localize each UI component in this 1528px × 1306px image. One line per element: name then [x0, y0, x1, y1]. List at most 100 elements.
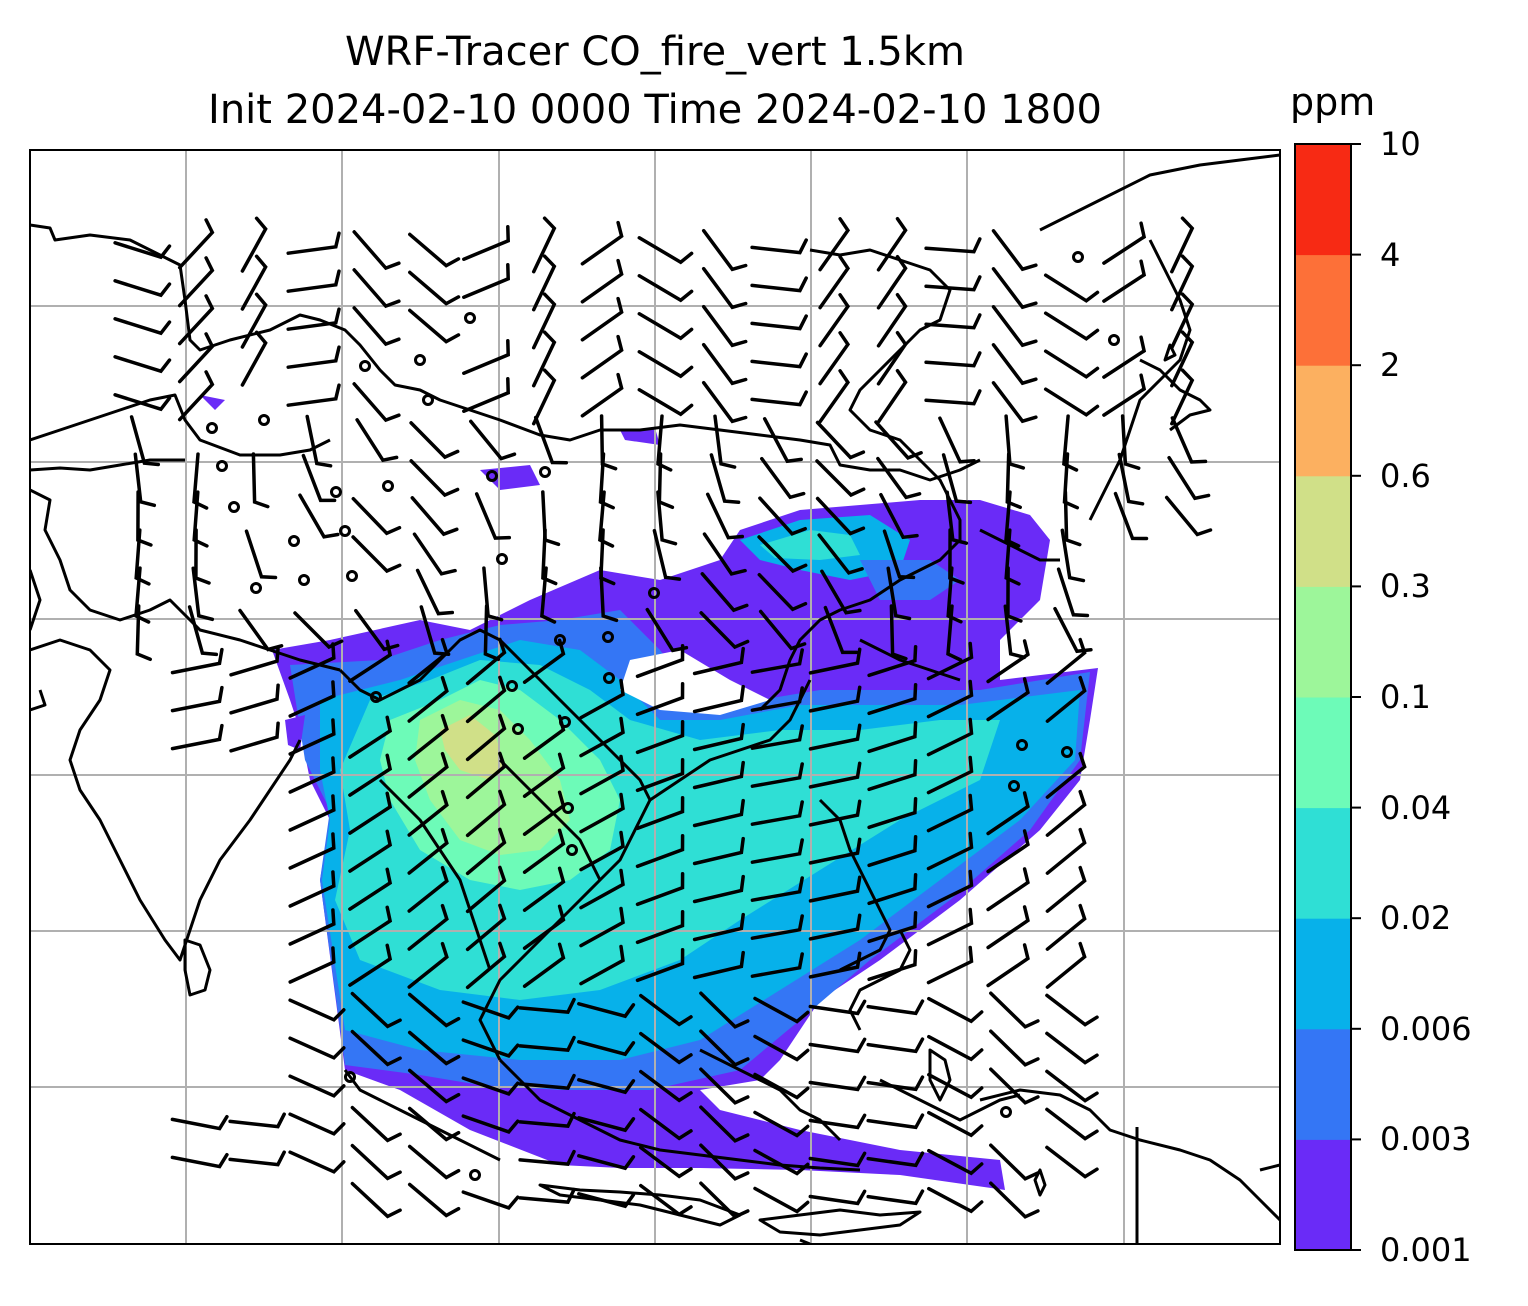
- wind-barb: [635, 909, 685, 945]
- wind-barb: [989, 1181, 1040, 1219]
- wind-barb: [229, 683, 280, 715]
- wind-barb: [750, 314, 808, 331]
- wind-barb: [753, 1186, 810, 1214]
- wind-barb: [867, 872, 918, 906]
- calm-wind-circle: [1108, 334, 1120, 346]
- wind-barb: [288, 832, 336, 870]
- wind-barb: [579, 868, 625, 910]
- colorbar-segment: [1295, 475, 1351, 587]
- wind-barb: [465, 675, 507, 724]
- wind-barb: [465, 903, 507, 952]
- calm-wind-circle: [486, 470, 498, 482]
- wind-barbs: [113, 216, 1213, 1219]
- wind-barb: [692, 950, 745, 980]
- wind-barb: [1170, 368, 1195, 426]
- wind-barb: [699, 991, 750, 1029]
- wind-barb: [815, 496, 866, 536]
- wind-barb: [1005, 452, 1022, 510]
- wind-barb: [1167, 455, 1211, 501]
- wind-barb: [461, 1076, 520, 1096]
- colorbar-tick-label: 0.1: [1380, 678, 1431, 716]
- wind-barb: [989, 1029, 1040, 1067]
- wind-barb: [407, 637, 449, 685]
- wind-barb: [192, 452, 209, 510]
- wind-barb: [1043, 311, 1100, 341]
- wind-barb: [465, 789, 507, 838]
- colorbar-segment: [1295, 807, 1351, 919]
- wind-barb: [407, 751, 449, 799]
- wind-barb: [867, 948, 918, 982]
- wind-barb: [288, 1074, 346, 1098]
- wind-barb: [808, 799, 862, 827]
- wind-barb: [1170, 292, 1195, 350]
- wind-barb: [407, 827, 449, 875]
- wind-barb: [866, 1113, 925, 1130]
- wind-barb: [700, 572, 749, 613]
- wind-barb: [876, 216, 908, 272]
- calm-wind-circle: [382, 480, 394, 492]
- wind-barb: [699, 1181, 750, 1219]
- wind-barb: [927, 1148, 984, 1176]
- wind-barb: [882, 529, 916, 580]
- wind-barb: [808, 1075, 867, 1092]
- wind-barb: [240, 254, 268, 311]
- wind-barb: [1117, 452, 1145, 506]
- calm-wind-circle: [562, 802, 574, 814]
- wind-barb: [991, 267, 1038, 310]
- calm-wind-circle: [1061, 746, 1073, 758]
- colorbar-segment: [1295, 254, 1351, 366]
- wind-barb: [702, 532, 747, 576]
- wind-barb: [531, 330, 557, 388]
- wind-barb: [750, 390, 808, 407]
- colorbar-unit-label: ppm: [1290, 80, 1376, 124]
- wind-barb: [866, 1075, 925, 1092]
- wind-barb: [518, 1073, 576, 1090]
- wind-barb: [407, 1030, 461, 1066]
- colorbar-tick-label: 0.001: [1380, 1231, 1472, 1269]
- calm-wind-circle: [512, 723, 524, 735]
- wind-barb: [348, 753, 393, 797]
- wind-barb: [465, 865, 507, 914]
- wind-barb: [409, 459, 460, 498]
- colorbar-tick-label: 0.003: [1380, 1120, 1472, 1159]
- wind-barb: [713, 414, 737, 469]
- wind-barb: [927, 1110, 984, 1138]
- wind-barb: [1102, 259, 1147, 303]
- wind-barb: [692, 646, 745, 676]
- calm-wind-circle: [1000, 1106, 1012, 1118]
- wind-barb: [288, 908, 336, 946]
- wind-barb: [129, 415, 161, 467]
- wind-barb: [867, 644, 918, 678]
- wind-barb: [170, 647, 224, 675]
- wind-barb: [298, 493, 340, 539]
- wind-barb: [1062, 414, 1079, 472]
- wind-barb: [692, 760, 745, 790]
- wind-barb: [753, 1110, 810, 1138]
- wind-barb: [348, 791, 393, 835]
- wind-barb: [635, 795, 685, 831]
- wind-barb: [462, 339, 510, 375]
- wind-barb: [462, 263, 510, 299]
- wind-barb: [692, 836, 745, 866]
- wind-barb: [817, 533, 864, 575]
- wind-barb: [750, 914, 804, 940]
- wind-barb: [867, 834, 918, 868]
- wind-barb: [991, 343, 1038, 386]
- wind-barb: [133, 452, 157, 508]
- wind-barb: [177, 332, 215, 384]
- wind-barb: [407, 1182, 461, 1218]
- wind-barb: [350, 1181, 402, 1219]
- wind-barb: [946, 604, 963, 662]
- map-frame: [29, 149, 1281, 1245]
- wind-barb: [750, 276, 808, 293]
- wind-barb: [465, 827, 507, 876]
- wind-barb: [635, 643, 685, 679]
- wind-barb: [1004, 528, 1021, 586]
- wind-barb: [750, 838, 804, 864]
- wind-barb: [692, 912, 745, 942]
- calm-wind-circle: [539, 466, 551, 478]
- wind-barb: [699, 1067, 750, 1105]
- wind-barb: [522, 752, 566, 798]
- wind-barb: [462, 225, 510, 261]
- calm-wind-circle: [1016, 739, 1028, 751]
